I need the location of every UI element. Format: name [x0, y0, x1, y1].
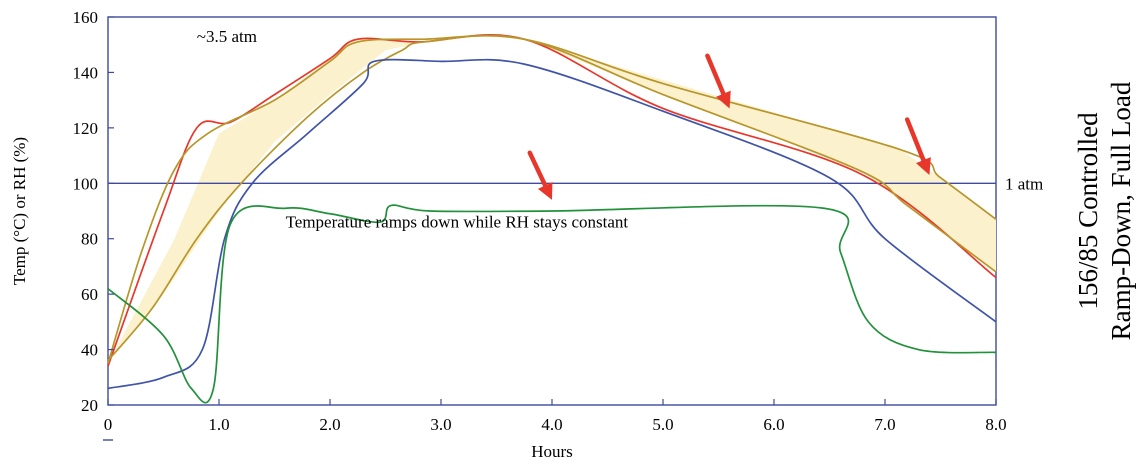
y-tick-label-6: 140: [73, 63, 99, 82]
x-tick-label-3: 3.0: [430, 415, 451, 434]
band-group: [108, 39, 996, 364]
reference-line-label: 1 atm: [1005, 174, 1043, 193]
x-tick-label-1: 1.0: [208, 415, 229, 434]
series-line-4: [107, 204, 997, 404]
x-tick-label-6: 6.0: [763, 415, 784, 434]
y-tick-label-7: 160: [73, 8, 99, 27]
y-tick-label-0: 20: [81, 396, 98, 415]
series-line-1: [107, 34, 997, 364]
y-ticks: 20 40 60 80 100 120 140 160: [73, 8, 114, 415]
y-tick-label-1: 40: [81, 341, 98, 360]
shaded-band: [108, 39, 996, 364]
y-tick-label-3: 80: [81, 230, 98, 249]
annotation-pressure: ~3.5 atm: [197, 27, 257, 46]
arrows-group: [527, 53, 931, 200]
x-tick-label-5: 5.0: [652, 415, 673, 434]
x-tick-label-0: 0: [104, 415, 113, 434]
series-line-0: [107, 34, 997, 367]
x-tick-label-4: 4.0: [541, 415, 562, 434]
series-group: [107, 34, 997, 404]
x-tick-label-8: 8.0: [985, 415, 1006, 434]
y-tick-label-5: 120: [73, 119, 99, 138]
arrow-2: [904, 117, 931, 175]
y-tick-label-2: 60: [81, 285, 98, 304]
x-axis-label: Hours: [531, 442, 573, 461]
x-tick-label-7: 7.0: [874, 415, 895, 434]
series-line-3: [107, 58, 997, 390]
y-axis-label: Temp (°C) or RH (%): [10, 137, 29, 285]
side-title-line-1: 156/85 Controlled: [1073, 112, 1103, 310]
arrow-0: [705, 53, 731, 109]
annotation-ramp: Temperature ramps down while RH stays co…: [286, 213, 629, 232]
y-tick-label-4: 100: [73, 174, 99, 193]
x-tick-label-2: 2.0: [319, 415, 340, 434]
side-title-line-2: Ramp-Down, Full Load: [1106, 81, 1136, 340]
series-line-2: [107, 34, 997, 362]
x-ticks: 0 1.0 2.0 3.0 4.0 5.0 6.0 7.0 8.0: [103, 399, 1007, 441]
arrow-1: [527, 150, 553, 200]
